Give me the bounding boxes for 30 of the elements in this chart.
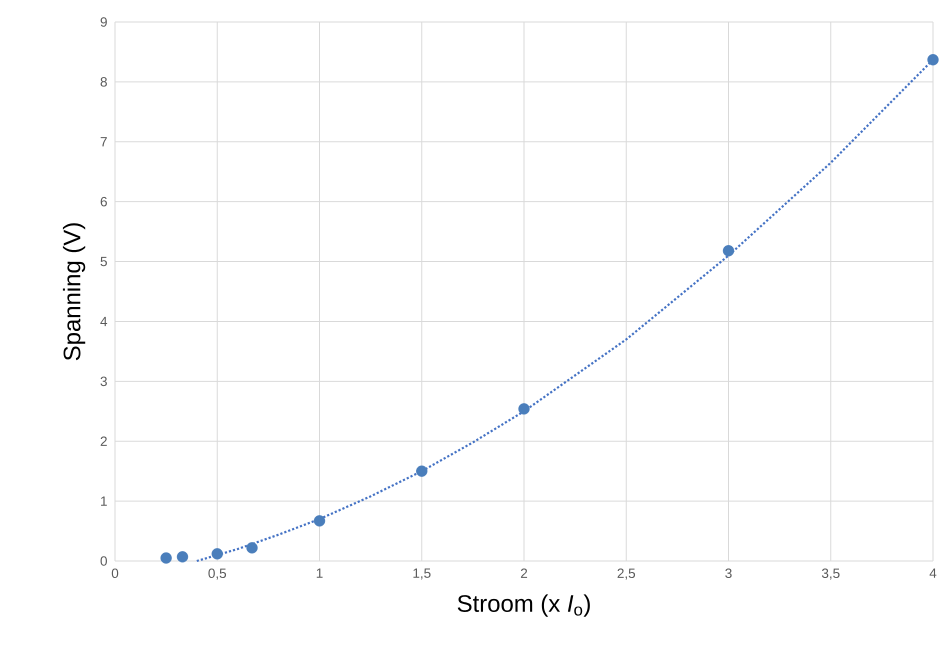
- point: [416, 465, 428, 477]
- point: [212, 548, 223, 560]
- y-tick-label: 8: [100, 77, 107, 87]
- point: [246, 542, 258, 554]
- y-tick-label: 9: [100, 17, 107, 27]
- x-tick-label: 4: [930, 568, 936, 578]
- y-tick-label: 6: [100, 196, 107, 206]
- y-tick-label: 2: [100, 436, 107, 446]
- point: [927, 54, 939, 66]
- y-tick-label: 0: [100, 556, 107, 566]
- x-tick-label: 2,5: [618, 568, 636, 580]
- y-tick-label: 4: [100, 316, 108, 326]
- point: [176, 551, 188, 562]
- point: [518, 403, 530, 415]
- point: [314, 515, 326, 527]
- x-tick-label: 3: [725, 568, 732, 578]
- point: [722, 245, 734, 256]
- y-tick-label: 1: [101, 496, 107, 506]
- y-tick-label: 5: [100, 256, 107, 266]
- y-axis-title: Spanning (V): [62, 223, 86, 360]
- y-tick-label: 3: [100, 376, 107, 386]
- x-tick-label: 0: [112, 568, 118, 578]
- x-tick-label: 3,5: [822, 568, 840, 580]
- x-tick-label: 2: [520, 568, 528, 578]
- x-axis-title: Stroom (x I$_{o}$): [458, 594, 590, 617]
- point: [160, 552, 172, 564]
- x-tick-label: 1: [316, 568, 323, 578]
- x-tick-label: 1,5: [413, 568, 431, 580]
- x-tick-label: 0,5: [208, 568, 226, 580]
- y-tick-label: 7: [100, 137, 107, 146]
